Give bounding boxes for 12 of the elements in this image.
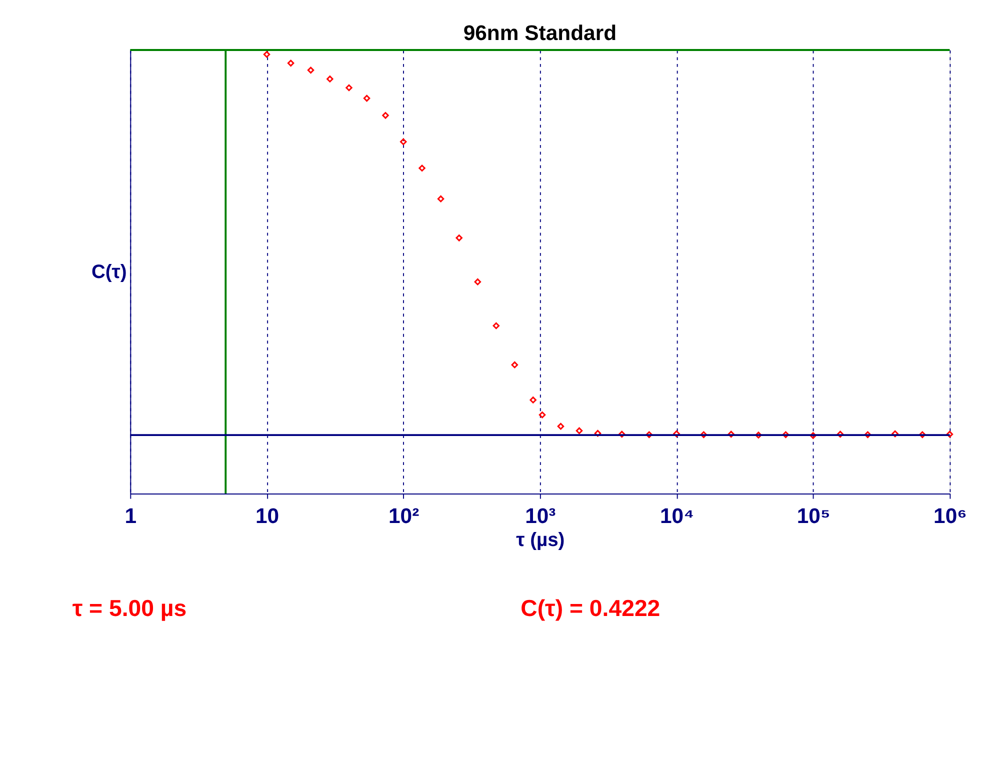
- x-tick-label: 10²: [388, 504, 420, 528]
- text: τ = 5.00 µs: [72, 594, 187, 621]
- x-tick-label: 10⁵: [796, 504, 830, 528]
- x-tick-label: 10⁴: [660, 504, 694, 528]
- x-tick-label: 10: [255, 504, 280, 528]
- x-tick-label: 10⁶: [934, 504, 967, 528]
- x-axis-title: τ (µs): [516, 530, 565, 552]
- x-tick-label: 10³: [525, 504, 556, 528]
- text: C(τ) = 0.4222: [520, 594, 660, 621]
- y-axis-title: C(τ): [91, 262, 127, 284]
- x-tick-label: 1: [124, 504, 137, 528]
- chart-title: 96nm Standard: [463, 22, 617, 46]
